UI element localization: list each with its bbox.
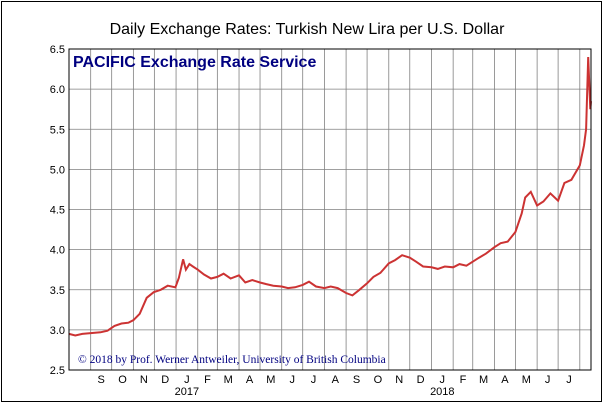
x-month-label: J: [566, 374, 572, 386]
y-tick-label: 5.0: [50, 164, 65, 176]
y-tick-label: 3.0: [50, 325, 65, 337]
x-month-label: A: [501, 374, 509, 386]
x-month-label: M: [522, 374, 531, 386]
x-month-label: N: [395, 374, 403, 386]
x-month-label: J: [311, 374, 317, 386]
series-line: [68, 56, 592, 337]
copyright-annotation: © 2018 by Prof. Werner Antweiler, Univer…: [78, 354, 386, 366]
y-tick-label: 4.0: [50, 245, 65, 257]
axis-ticks: 2.53.03.54.04.55.05.56.06.5S O N D J F M A M J J A S…: [50, 44, 572, 398]
x-month-label: M: [479, 374, 488, 386]
x-month-label: M: [224, 374, 233, 386]
chart-subtitle: PACIFIC Exchange Rate Service: [73, 54, 316, 71]
x-year-label: 2017: [175, 386, 199, 398]
y-tick-label: 6.0: [50, 84, 65, 96]
plot-border: [68, 48, 592, 371]
y-tick-label: 5.5: [50, 124, 65, 136]
x-month-label: J: [440, 374, 446, 386]
x-month-label: N: [140, 374, 148, 386]
y-tick-label: 3.5: [50, 285, 65, 297]
grid: [69, 48, 591, 371]
x-month-label: M: [266, 374, 275, 386]
x-month-label: D: [161, 374, 169, 386]
chart-title: Daily Exchange Rates: Turkish New Lira p…: [110, 21, 505, 38]
y-tick-label: 2.5: [50, 365, 65, 377]
x-month-label: S: [353, 374, 360, 386]
x-month-label: A: [246, 374, 254, 386]
x-month-label: F: [460, 374, 467, 386]
x-month-label: J: [184, 374, 190, 386]
x-month-label: J: [545, 374, 551, 386]
x-month-label: S: [98, 374, 105, 386]
x-year-label: 2018: [430, 386, 454, 398]
x-month-label: J: [289, 374, 295, 386]
x-month-label: F: [204, 374, 211, 386]
x-month-label: O: [118, 374, 127, 386]
y-tick-label: 4.5: [50, 205, 65, 217]
x-month-label: O: [374, 374, 383, 386]
x-month-label: A: [332, 374, 340, 386]
y-tick-label: 6.5: [50, 44, 65, 56]
x-month-label: D: [417, 374, 425, 386]
